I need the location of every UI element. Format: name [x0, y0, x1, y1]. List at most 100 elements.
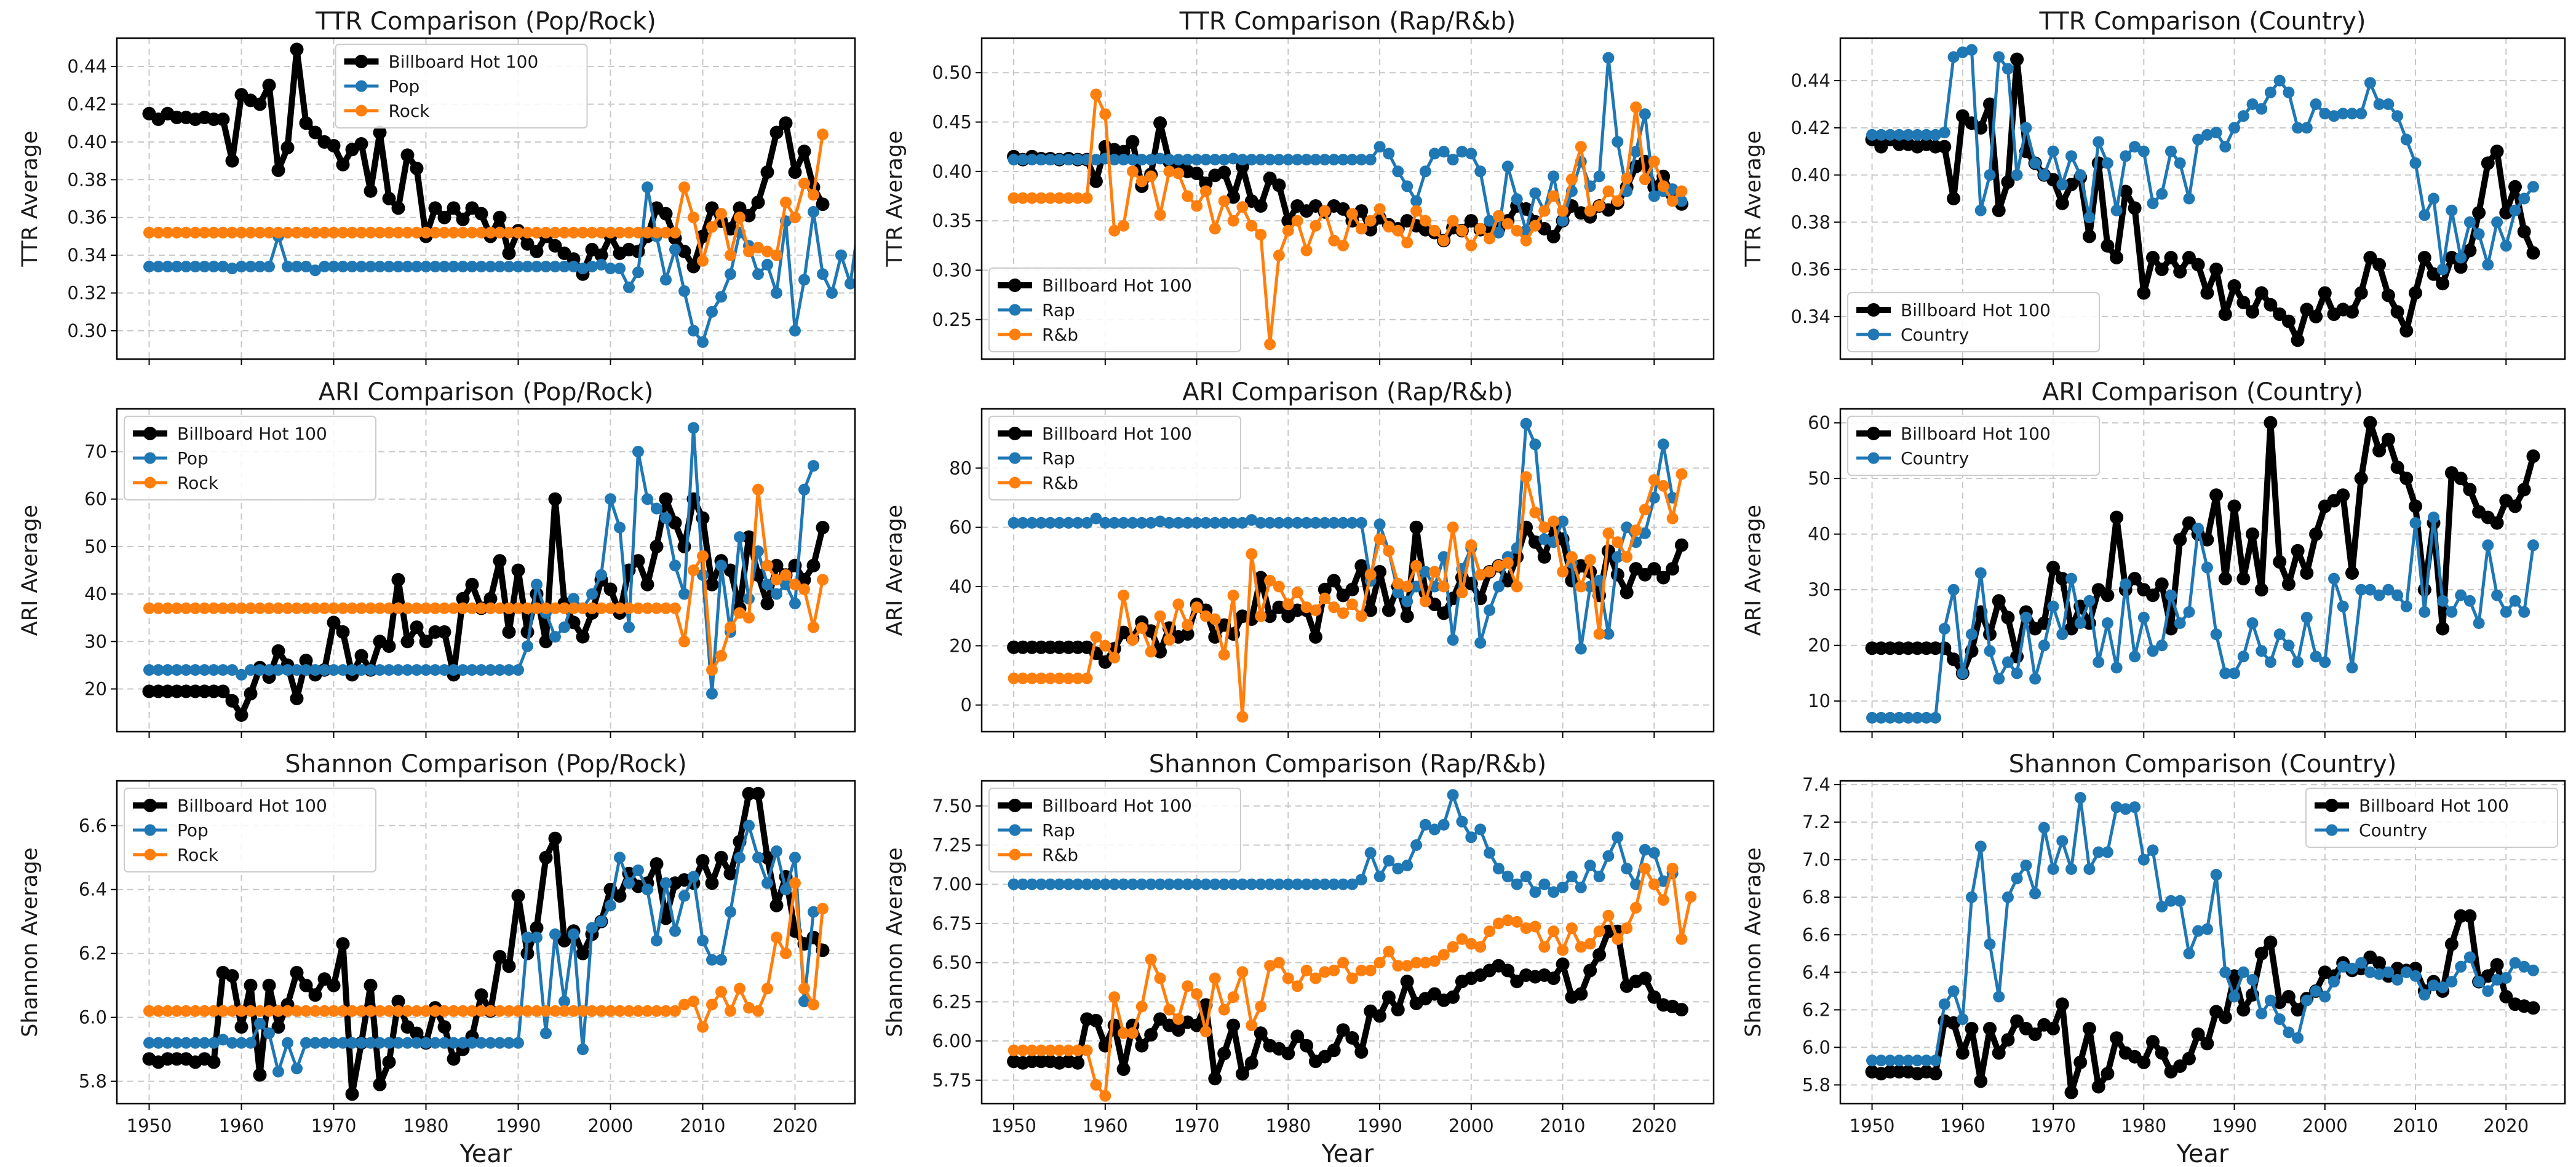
- data-point: [392, 1005, 404, 1017]
- data-point: [559, 602, 570, 614]
- data-point: [1501, 914, 1514, 927]
- data-point: [2273, 1013, 2286, 1026]
- data-point: [236, 602, 247, 614]
- data-point: [271, 644, 285, 658]
- data-point: [780, 884, 792, 896]
- data-point: [659, 207, 673, 221]
- data-point: [559, 261, 570, 272]
- data-point: [290, 42, 304, 57]
- data-point: [1319, 966, 1331, 978]
- data-point: [797, 144, 811, 159]
- data-point: [319, 602, 330, 614]
- data-point: [631, 554, 645, 568]
- data-point: [1656, 571, 1671, 585]
- legend-marker: [1008, 427, 1022, 440]
- data-point: [845, 277, 855, 290]
- data-point: [2508, 180, 2522, 194]
- data-point: [2047, 863, 2059, 875]
- data-point: [761, 983, 773, 995]
- data-point: [1328, 601, 1340, 614]
- data-point: [1044, 878, 1057, 890]
- data-point: [715, 208, 727, 220]
- data-point: [2201, 129, 2213, 141]
- data-point: [1666, 562, 1680, 576]
- data-point: [1456, 933, 1468, 945]
- data-point: [1008, 1044, 1020, 1056]
- data-point: [586, 922, 598, 934]
- data-point: [1044, 154, 1057, 166]
- data-point: [1300, 154, 1313, 166]
- data-point: [1345, 1031, 1359, 1045]
- data-point: [1501, 218, 1514, 230]
- data-point: [2020, 611, 2032, 623]
- data-point: [1191, 516, 1203, 529]
- y-axis-label: Shannon Average: [18, 847, 42, 1037]
- data-point: [549, 261, 561, 272]
- series-r-b: [1008, 89, 1688, 350]
- data-point: [1930, 711, 1942, 724]
- data-point: [2155, 1046, 2169, 1060]
- data-point: [512, 261, 524, 272]
- data-point: [494, 664, 506, 676]
- data-point: [1108, 154, 1121, 166]
- data-point: [2129, 651, 2141, 663]
- data-point: [742, 208, 756, 223]
- data-point: [1529, 920, 1541, 933]
- data-point: [2508, 499, 2522, 513]
- data-point: [337, 226, 349, 239]
- data-point: [1381, 990, 1396, 1004]
- data-point: [752, 852, 764, 864]
- data-point: [2419, 989, 2431, 1001]
- data-point: [1172, 516, 1185, 529]
- data-point: [715, 560, 727, 572]
- data-point: [2256, 103, 2268, 115]
- data-point: [1928, 1067, 1942, 1081]
- data-point: [1974, 204, 1987, 216]
- legend-box: [335, 44, 588, 129]
- data-point: [1621, 863, 1633, 875]
- data-point: [208, 664, 220, 676]
- data-point: [447, 1052, 461, 1066]
- data-point: [2164, 251, 2178, 264]
- data-point: [2444, 937, 2459, 951]
- data-point: [511, 563, 525, 577]
- data-point: [1383, 148, 1395, 160]
- x-tick-label: 1970: [1174, 1115, 1220, 1136]
- data-point: [475, 261, 487, 272]
- plot-area: [1865, 416, 2540, 724]
- data-point: [1612, 195, 1624, 207]
- data-point: [1392, 960, 1404, 972]
- data-point: [226, 226, 238, 239]
- data-point: [1218, 195, 1230, 207]
- legend-entry: Billboard Hot 100: [177, 424, 327, 444]
- data-point: [771, 574, 782, 586]
- data-point: [356, 602, 367, 614]
- y-tick-label: 6.4: [79, 879, 107, 900]
- data-point: [356, 1037, 367, 1049]
- data-point: [1983, 1021, 1997, 1035]
- data-point: [2291, 544, 2305, 558]
- data-point: [2409, 499, 2422, 513]
- data-point: [2246, 305, 2259, 319]
- data-point: [309, 1005, 321, 1017]
- data-point: [1346, 154, 1358, 166]
- data-point: [1246, 514, 1258, 526]
- data-point: [1529, 507, 1541, 519]
- data-point: [1602, 909, 1615, 922]
- data-point: [816, 521, 830, 534]
- x-tick-label: 1970: [311, 1115, 357, 1136]
- data-point: [1135, 878, 1148, 890]
- data-point: [2227, 279, 2241, 293]
- data-point: [1666, 863, 1679, 875]
- data-point: [245, 1005, 256, 1017]
- data-point: [715, 291, 727, 303]
- data-point: [199, 1005, 210, 1017]
- data-point: [1062, 192, 1075, 204]
- data-point: [623, 281, 635, 293]
- data-point: [2210, 127, 2222, 138]
- data-point: [2137, 286, 2151, 300]
- x-tick-label: 1990: [2212, 1115, 2257, 1136]
- data-point: [586, 602, 598, 614]
- data-point: [429, 664, 441, 676]
